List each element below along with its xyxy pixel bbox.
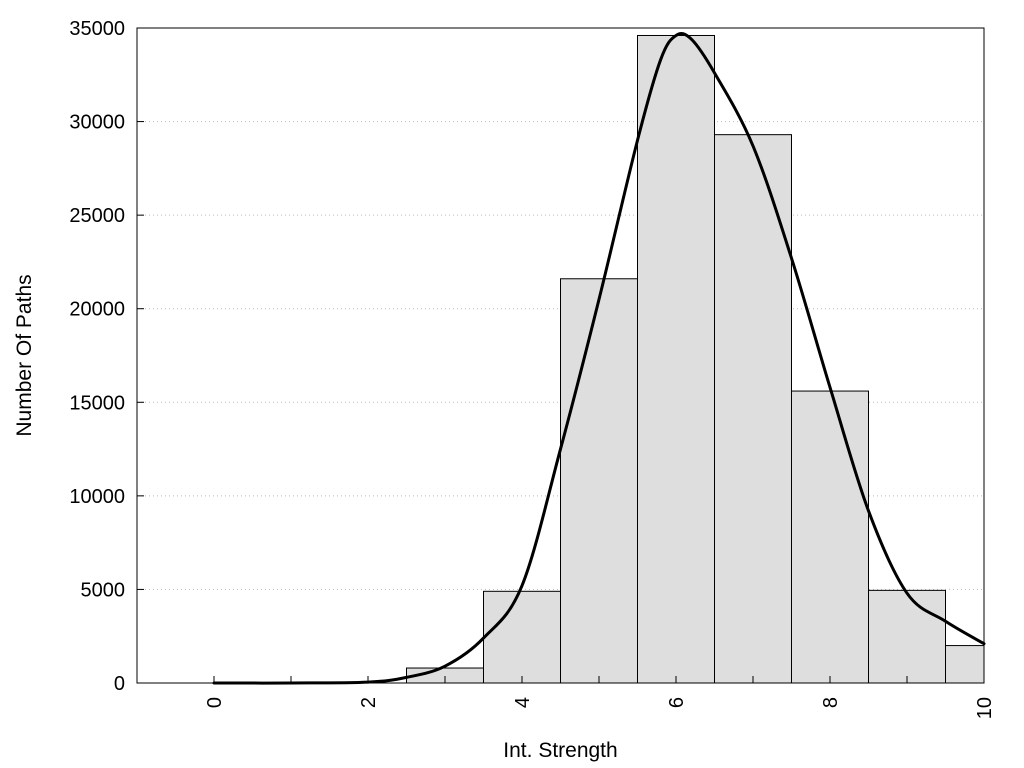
y-tick-label: 5000	[81, 579, 126, 601]
x-tick-label: 0	[204, 697, 226, 708]
x-axis: 0 2 4 6 8 10	[204, 676, 996, 719]
plot-frame	[136, 27, 985, 684]
x-tick-label: 8	[820, 697, 842, 708]
histogram-bar	[791, 390, 869, 684]
y-tick-label: 35000	[69, 18, 125, 40]
y-axis-title: Number Of Paths	[13, 274, 36, 436]
x-tick-label: 6	[666, 697, 688, 708]
x-tick-label: 2	[358, 697, 380, 708]
histogram-bar	[560, 278, 638, 684]
curve-layer	[212, 32, 986, 685]
x-tick-label: 4	[512, 697, 534, 708]
x-axis-title: Int. Strength	[503, 739, 617, 762]
y-tick-label: 15000	[69, 392, 125, 414]
fit-curve	[212, 32, 986, 685]
y-tick-label: 0	[114, 673, 125, 695]
histogram-bar	[714, 134, 792, 684]
y-tick-label: 20000	[69, 299, 125, 321]
x-tick-label: 10	[974, 697, 996, 719]
histogram-bar	[637, 34, 715, 684]
bars-layer	[406, 34, 985, 684]
histogram-bar	[868, 589, 946, 684]
y-tick-label: 30000	[69, 112, 125, 134]
y-tick-label: 25000	[69, 205, 125, 227]
y-tick-label: 10000	[69, 486, 125, 508]
histogram-bar	[483, 590, 561, 684]
y-axis: 0 5000 10000 15000 20000 25000 30000 35000	[69, 18, 144, 695]
histogram-bar	[945, 645, 985, 684]
